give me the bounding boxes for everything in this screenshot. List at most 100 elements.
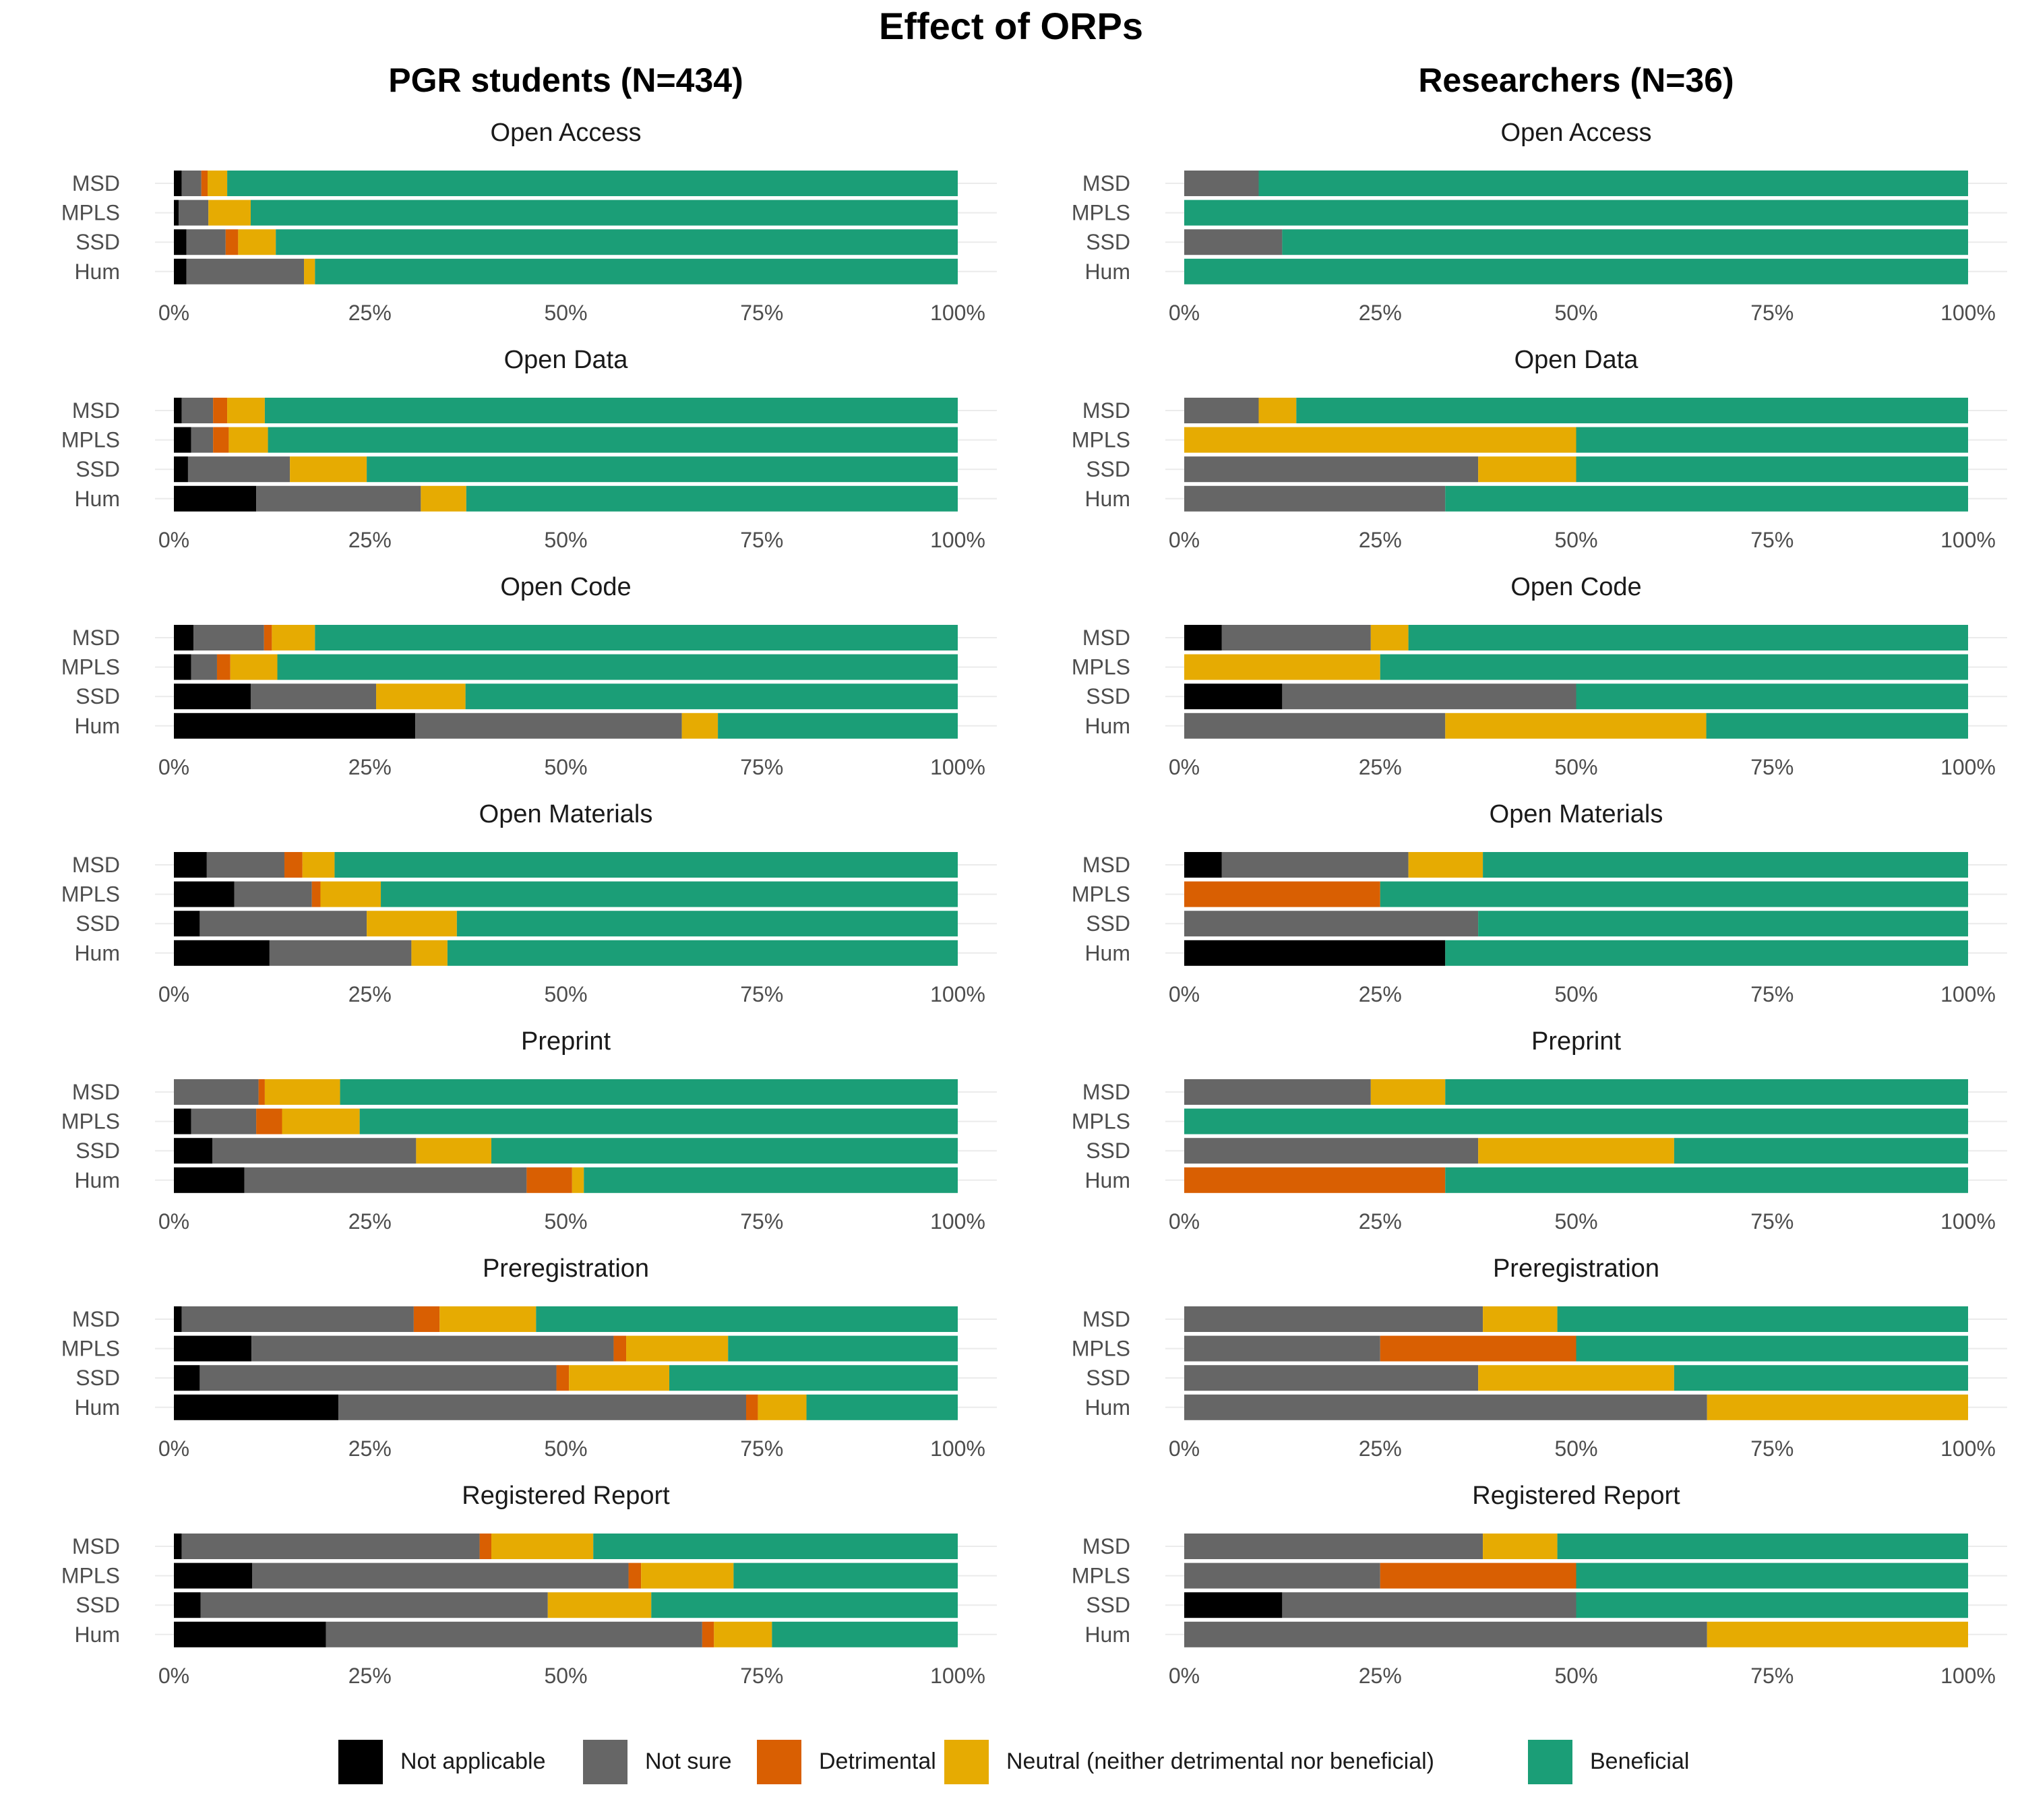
column-pgr-students-n-434: PGR students (N=434) Open Access MSD MPLS SS… (61, 61, 997, 1688)
bar-segment-beneficial (1576, 1592, 1969, 1618)
bar-segment-not-applicable (174, 625, 193, 650)
bar-segment-beneficial (1576, 1336, 1969, 1362)
bar-segment-not-sure (187, 229, 226, 255)
panel-title: Preregistration (483, 1254, 649, 1283)
bar-segment-beneficial (1380, 882, 1968, 907)
bar-segment-beneficial (1184, 259, 1968, 284)
panel-title: Registered Report (1472, 1482, 1680, 1510)
x-tick-label: 100% (930, 301, 985, 325)
x-tick-label: 75% (1750, 1664, 1794, 1688)
x-tick-label: 75% (1750, 755, 1794, 779)
bar-segment-not-applicable (174, 911, 200, 936)
bar-segment-neutral-neither-detrimental-nor-beneficial (304, 259, 315, 284)
bar-segment-not-sure (187, 259, 304, 284)
bar-segment-neutral-neither-detrimental-nor-beneficial (1483, 1306, 1557, 1332)
bar-segment-beneficial (466, 486, 958, 512)
bar-segment-not-sure (1184, 456, 1478, 482)
bar-segment-detrimental (217, 655, 231, 680)
x-tick-label: 0% (158, 982, 189, 1006)
bar-segment-not-applicable (174, 882, 235, 907)
bar-segment-beneficial (1409, 625, 1968, 650)
legend: Not applicable Not sure Detrimental Neutral… (338, 1740, 1689, 1784)
bar-segment-detrimental (702, 1622, 714, 1647)
bar-segment-not-applicable (174, 1306, 182, 1332)
category-label: MSD (1082, 1080, 1130, 1104)
panel-open-code: Open Code MSD MPLS SSD Hum 0% 25% 50% 75% 100% (1072, 573, 2007, 779)
bar-segment-neutral-neither-detrimental-nor-beneficial (1707, 1622, 1968, 1647)
category-label: SSD (75, 1366, 120, 1390)
bar-segment-not-sure (326, 1622, 702, 1647)
bar-segment-not-sure (1184, 1563, 1380, 1589)
bar-segment-detrimental (613, 1336, 626, 1362)
panel-title: Open Materials (1490, 800, 1663, 828)
x-tick-label: 100% (1940, 1209, 1996, 1234)
legend-swatch-beneficial (1528, 1740, 1572, 1784)
x-tick-label: 0% (1169, 301, 1200, 325)
bar-segment-beneficial (1558, 1306, 1968, 1332)
bar-segment-neutral-neither-detrimental-nor-beneficial (1409, 852, 1483, 878)
bar-segment-not-sure (201, 1592, 548, 1618)
category-label: SSD (1086, 457, 1130, 481)
bar-segment-not-applicable (174, 171, 182, 196)
bar-segment-not-applicable (174, 200, 179, 226)
bar-segment-not-sure (1184, 1138, 1478, 1163)
bar-segment-not-sure (1222, 625, 1371, 650)
bar-segment-neutral-neither-detrimental-nor-beneficial (572, 1167, 584, 1193)
x-tick-label: 0% (158, 1664, 189, 1688)
bar-segment-beneficial (536, 1306, 958, 1332)
bar-segment-beneficial (651, 1592, 958, 1618)
panel-title: Open Code (1510, 573, 1641, 601)
bar-segment-not-sure (200, 911, 367, 936)
legend-swatch-not-sure (583, 1740, 627, 1784)
bar-segment-neutral-neither-detrimental-nor-beneficial (548, 1592, 652, 1618)
bar-segment-beneficial (1445, 1167, 1968, 1193)
bar-segment-neutral-neither-detrimental-nor-beneficial (758, 1395, 806, 1420)
bar-segment-beneficial (807, 1395, 958, 1420)
panel-title: Registered Report (462, 1482, 670, 1510)
bar-segment-neutral-neither-detrimental-nor-beneficial (238, 229, 276, 255)
panel-preregistration: Preregistration MSD MPLS SSD Hum 0% 25% 50% 75% 1… (61, 1254, 997, 1461)
bar-segment-beneficial (718, 713, 958, 739)
bar-segment-not-sure (1184, 1534, 1483, 1559)
bar-segment-not-applicable (174, 229, 187, 255)
bar-segment-beneficial (265, 398, 958, 423)
panels: PGR students (N=434) Open Access MSD MPLS SS… (61, 61, 2007, 1688)
bar-segment-not-applicable (174, 1138, 212, 1163)
category-label: SSD (1086, 1139, 1130, 1163)
category-label: Hum (74, 1622, 120, 1647)
bar-segment-neutral-neither-detrimental-nor-beneficial (1483, 1534, 1557, 1559)
bar-segment-neutral-neither-detrimental-nor-beneficial (282, 1109, 359, 1134)
x-tick-label: 0% (1169, 1209, 1200, 1234)
panel-title: Open Data (504, 346, 629, 374)
bar-segment-neutral-neither-detrimental-nor-beneficial (641, 1563, 733, 1589)
category-label: MPLS (1072, 428, 1130, 452)
x-tick-label: 25% (348, 301, 392, 325)
bar-segment-not-sure (1282, 1592, 1576, 1618)
category-label: MPLS (61, 201, 120, 225)
bar-segment-not-sure (1184, 398, 1258, 423)
category-label: MPLS (61, 882, 120, 907)
x-tick-label: 100% (1940, 1436, 1996, 1461)
bar-segment-beneficial (340, 1079, 958, 1105)
bar-segment-neutral-neither-detrimental-nor-beneficial (1478, 1365, 1674, 1391)
bar-segment-beneficial (491, 1138, 958, 1163)
x-tick-label: 100% (1940, 755, 1996, 779)
legend-swatch-detrimental (757, 1740, 801, 1784)
panel-title: Preprint (1531, 1027, 1621, 1056)
bar-segment-not-applicable (1184, 1592, 1282, 1618)
panel-title: Preprint (521, 1027, 611, 1056)
x-tick-label: 0% (1169, 982, 1200, 1006)
bar-segment-beneficial (1483, 852, 1968, 878)
bar-segment-neutral-neither-detrimental-nor-beneficial (416, 1138, 491, 1163)
x-tick-label: 75% (740, 1209, 783, 1234)
x-tick-label: 50% (1554, 301, 1597, 325)
category-label: MSD (1082, 171, 1130, 195)
panel-registered-report: Registered Report MSD MPLS SSD Hum 0% 25% 50% 75… (1072, 1482, 2007, 1688)
bar-segment-beneficial (1576, 427, 1969, 453)
bar-segment-detrimental (1380, 1563, 1576, 1589)
category-label: Hum (1084, 1622, 1130, 1647)
panel-title: Preregistration (1493, 1254, 1659, 1283)
category-label: Hum (74, 487, 120, 511)
bar-segment-not-applicable (174, 259, 187, 284)
category-label: MPLS (61, 655, 120, 679)
